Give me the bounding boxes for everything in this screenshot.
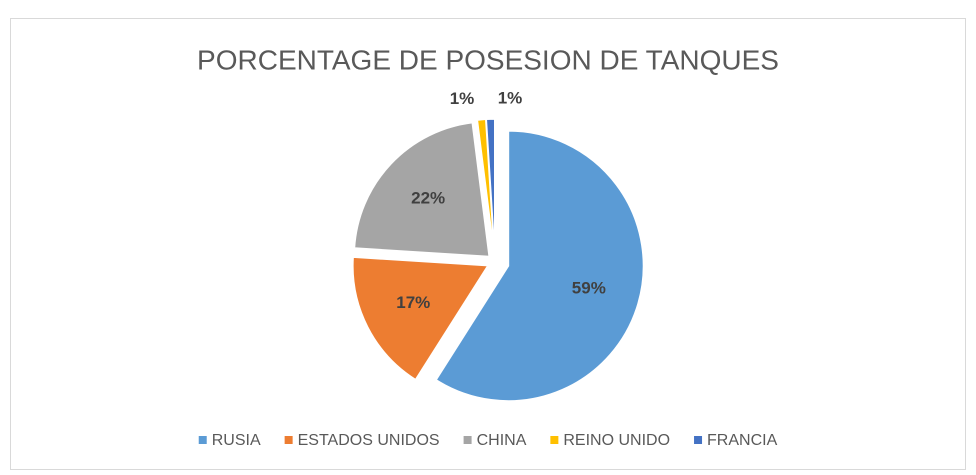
- data-label: 1%: [450, 89, 475, 108]
- legend-label: RUSIA: [212, 432, 261, 449]
- legend-label: REINO UNIDO: [563, 432, 670, 449]
- legend-label: ESTADOS UNIDOS: [298, 432, 440, 449]
- legend-swatch: [550, 436, 559, 444]
- legend-swatch: [198, 436, 207, 444]
- pie-slice: [352, 256, 490, 381]
- data-label: 1%: [498, 88, 523, 107]
- legend-swatch: [463, 436, 472, 444]
- pie-slice: [435, 130, 645, 402]
- data-label: 59%: [572, 279, 606, 298]
- chart-title: PORCENTAGE DE POSESION DE TANQUES: [197, 44, 779, 75]
- legend-label: FRANCIA: [707, 432, 778, 449]
- legend-swatch: [284, 436, 293, 444]
- data-label: 22%: [411, 189, 445, 208]
- pie-slice: [485, 118, 496, 255]
- legend-swatch: [694, 436, 703, 444]
- pie-slice: [353, 121, 491, 258]
- data-label: 17%: [396, 293, 430, 312]
- legend-label: CHINA: [477, 432, 527, 449]
